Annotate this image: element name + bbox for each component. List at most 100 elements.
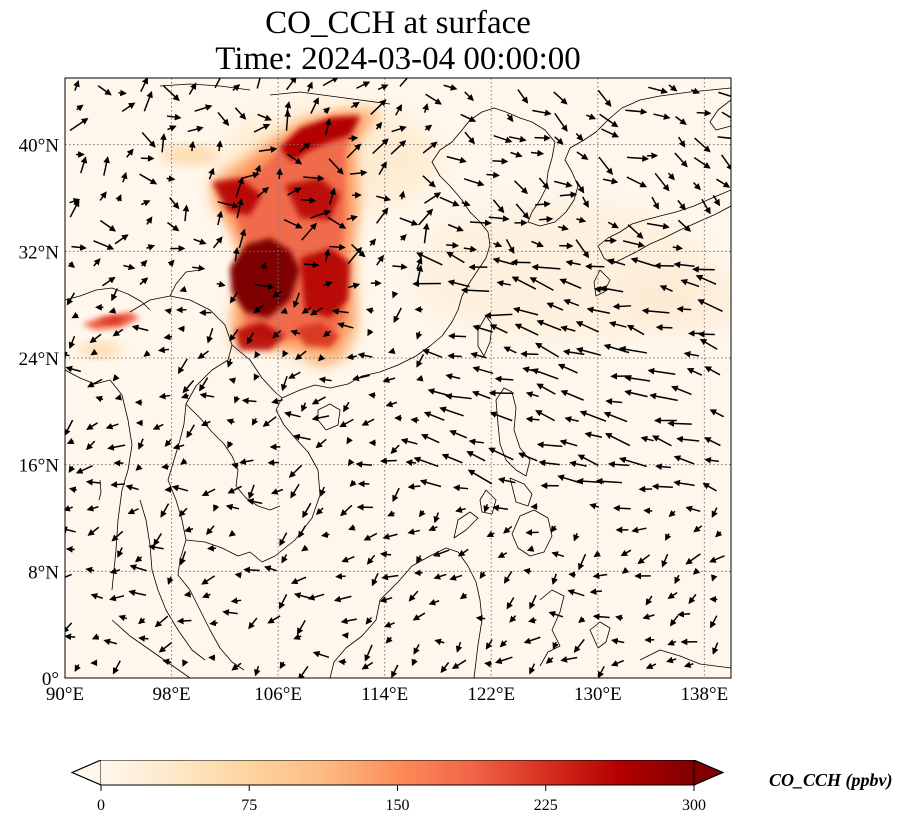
wind-arrow <box>145 216 153 225</box>
wind-arrow <box>225 503 240 511</box>
wind-arrow <box>395 104 402 116</box>
wind-arrow <box>208 167 215 180</box>
wind-arrow <box>517 89 529 104</box>
wind-arrow <box>187 125 204 133</box>
wind-arrow <box>348 282 361 290</box>
wind-arrow <box>157 346 170 354</box>
wind-arrow <box>422 141 438 154</box>
wind-arrow <box>560 390 584 401</box>
wind-arrow <box>158 392 171 400</box>
wind-arrow <box>148 543 164 551</box>
wind-arrow <box>163 333 173 341</box>
wind-arrow <box>418 208 434 226</box>
longitude-tick-label: 114°E <box>361 684 408 705</box>
wind-arrow <box>469 219 492 227</box>
wind-arrow <box>322 78 339 87</box>
wind-arrow <box>593 550 601 558</box>
wind-arrow <box>704 456 719 464</box>
wind-arrow <box>254 283 275 290</box>
wind-arrow <box>489 324 508 334</box>
wind-arrow <box>227 485 242 494</box>
wind-arrow <box>66 437 75 445</box>
wind-arrow <box>347 458 355 467</box>
wind-arrow <box>586 306 611 315</box>
wind-arrow <box>338 658 347 666</box>
wind-arrow <box>128 589 147 597</box>
wind-arrow <box>75 465 93 474</box>
wind-arrow <box>455 506 466 513</box>
wind-arrow <box>691 87 701 94</box>
wind-arrow <box>697 299 723 312</box>
wind-arrow <box>461 200 471 207</box>
wind-arrow <box>392 263 408 271</box>
wind-arrow <box>179 285 187 293</box>
wind-arrow <box>286 153 303 165</box>
wind-arrow <box>618 345 648 354</box>
wind-arrow <box>467 469 493 485</box>
wind-arrow <box>423 411 445 421</box>
wind-arrow <box>233 396 241 404</box>
wind-arrow <box>531 240 544 248</box>
wind-arrow <box>717 134 731 142</box>
wind-arrow <box>390 444 400 454</box>
wind-arrow <box>194 104 213 112</box>
wind-arrow <box>506 597 515 610</box>
wind-arrow <box>416 555 423 564</box>
wind-arrow <box>254 665 261 677</box>
wind-arrow <box>479 571 487 580</box>
colorbar: 0 75 150 225 300 <box>70 760 725 814</box>
wind-arrow <box>472 366 494 375</box>
wind-arrow <box>472 324 493 333</box>
wind-arrow <box>512 306 539 316</box>
wind-arrow <box>416 374 424 382</box>
wind-arrow <box>464 91 474 102</box>
wind-arrow <box>468 438 484 446</box>
wind-arrow <box>599 113 619 128</box>
wind-arrow <box>279 532 288 547</box>
wind-arrow <box>371 573 379 587</box>
wind-arrow <box>439 406 464 417</box>
wind-arrow <box>65 419 74 436</box>
wind-arrow <box>652 435 672 447</box>
wind-arrow <box>292 292 300 309</box>
wind-arrow <box>321 531 330 538</box>
wind-arrow <box>231 462 239 470</box>
wind-arrow <box>365 616 373 625</box>
wind-arrow <box>584 431 603 439</box>
wind-arrow <box>696 109 712 117</box>
wind-arrow <box>654 172 670 192</box>
wind-arrow <box>685 505 701 513</box>
wind-arrow <box>575 133 584 141</box>
wind-arrow <box>361 661 374 670</box>
wind-arrow <box>310 307 323 316</box>
wind-arrow <box>621 566 630 574</box>
wind-arrow <box>167 259 175 267</box>
wind-arrow <box>279 661 287 670</box>
wind-arrow <box>91 633 100 640</box>
wind-arrow <box>109 594 125 602</box>
wind-arrow <box>177 358 188 375</box>
wind-arrow <box>235 176 244 198</box>
wind-arrow <box>216 140 223 152</box>
wind-arrow <box>254 351 261 359</box>
wind-arrow <box>272 290 283 298</box>
wind-arrow <box>554 180 573 188</box>
latitude-tick-label: 16°N <box>19 456 60 477</box>
wind-arrow <box>434 638 445 646</box>
wind-arrow <box>385 636 393 644</box>
wind-arrow <box>162 84 180 102</box>
wind-arrow <box>637 554 651 565</box>
wind-arrow <box>290 576 307 585</box>
wind-arrow <box>432 549 450 557</box>
wind-arrow <box>495 656 513 664</box>
wind-arrow <box>181 392 189 399</box>
wind-arrow <box>626 176 648 188</box>
latitude-tick-label: 32°N <box>19 242 60 263</box>
wind-arrow <box>315 507 324 516</box>
wind-arrow <box>622 240 646 248</box>
wind-arrow <box>85 566 95 574</box>
wind-arrow <box>370 99 387 115</box>
wind-arrow <box>520 350 539 358</box>
wind-arrow <box>710 615 718 629</box>
wind-arrow <box>646 222 670 230</box>
